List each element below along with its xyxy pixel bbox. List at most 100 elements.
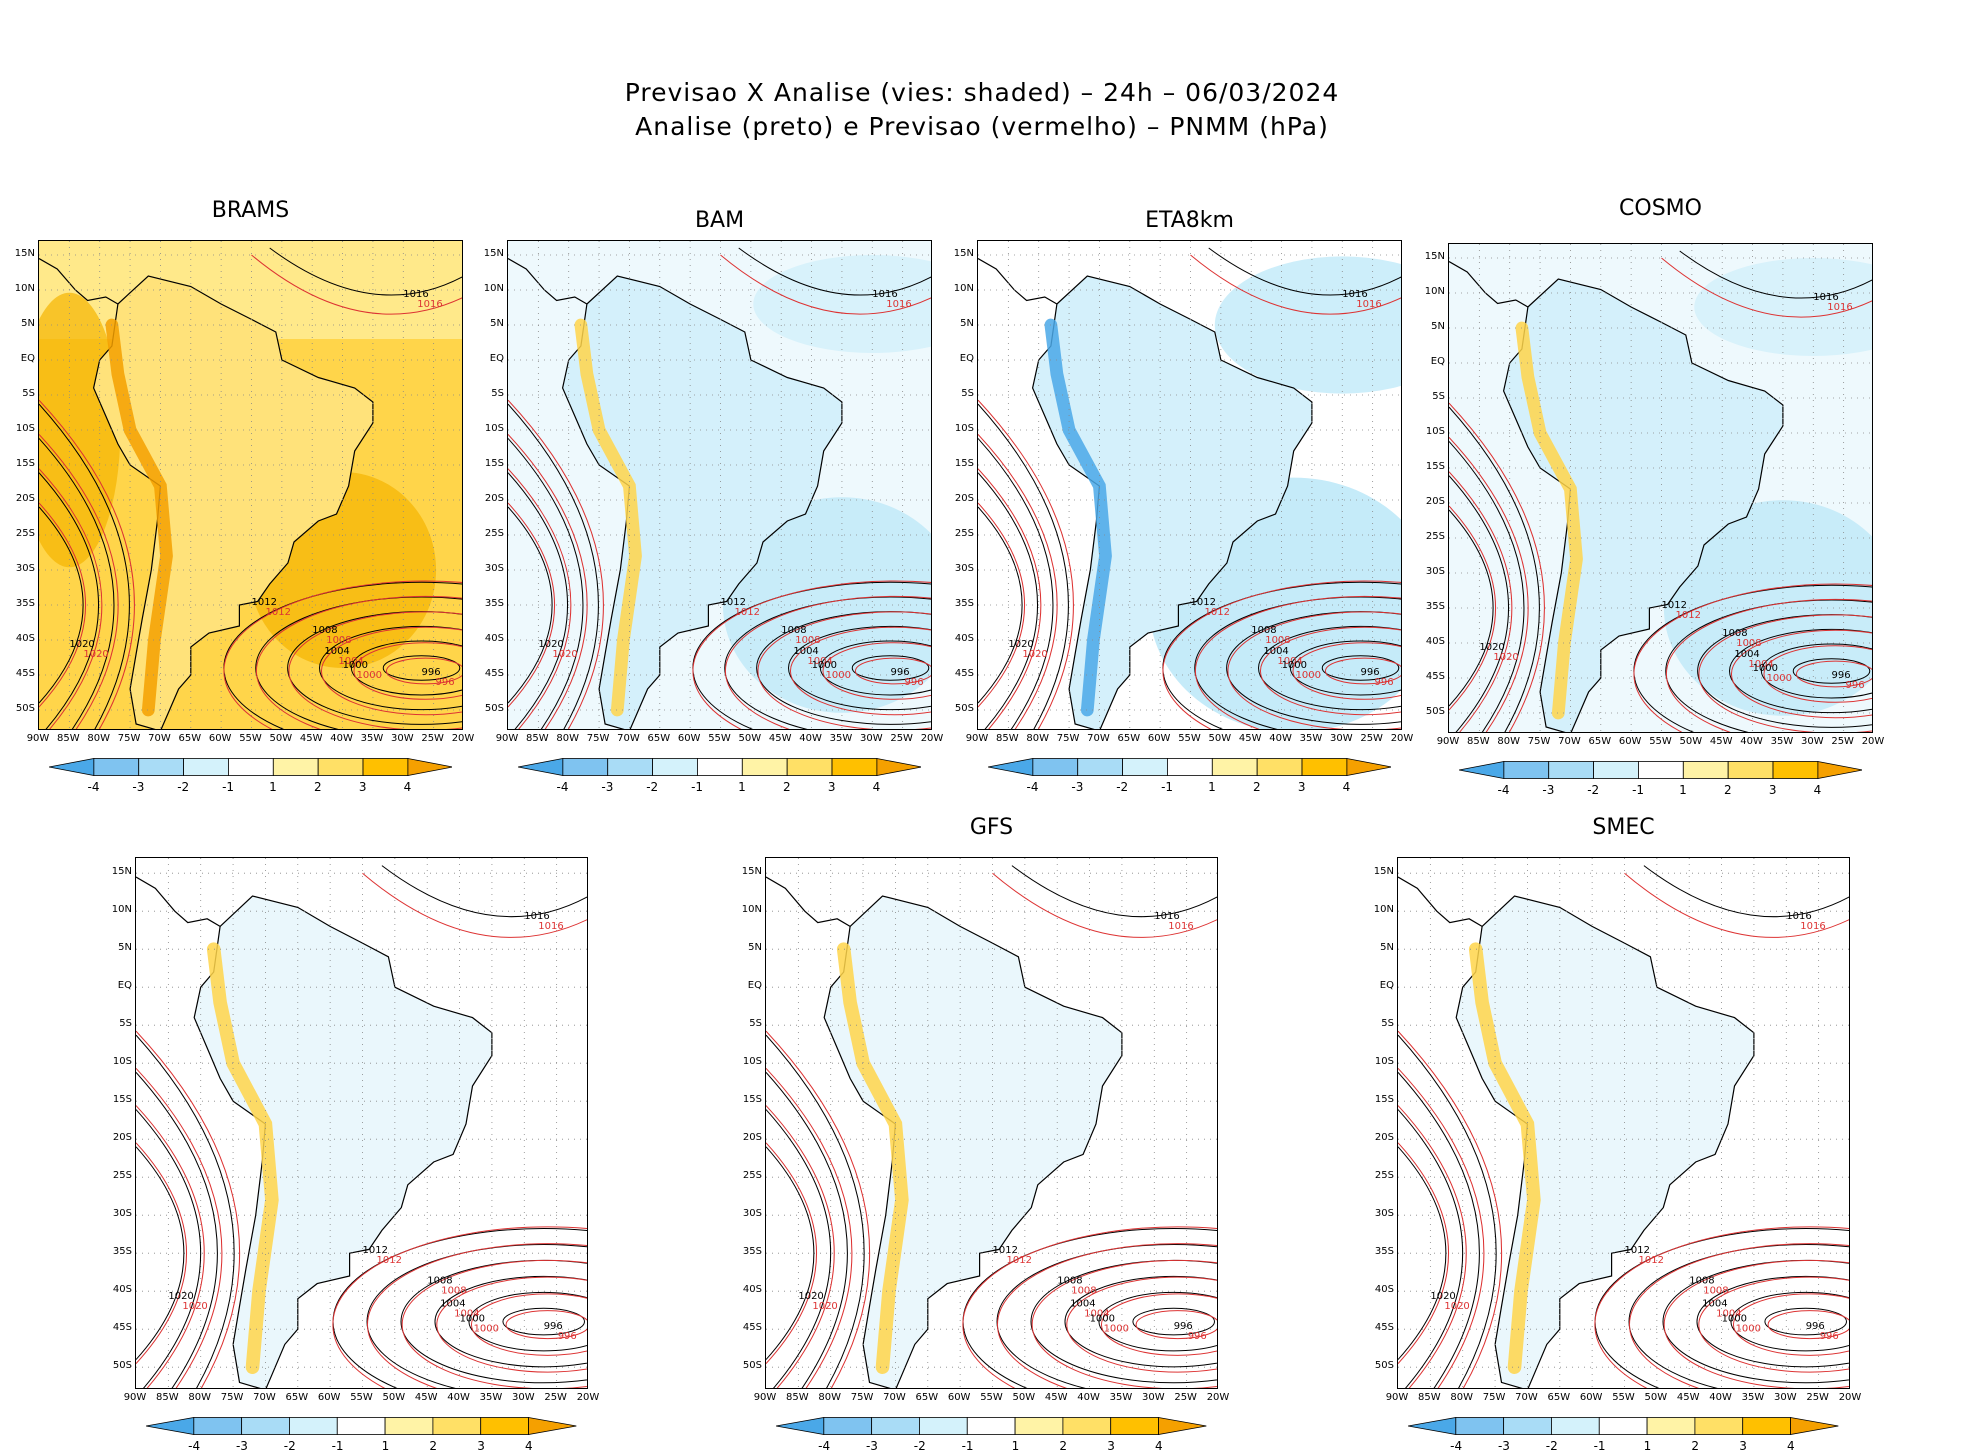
- forecast-isobar: [367, 1243, 587, 1388]
- isobar-label-analysis: 1000: [343, 660, 368, 671]
- forecast-isobar: [436, 1276, 587, 1373]
- isobar-label-analysis: 1016: [1342, 289, 1367, 300]
- andes-bias: [1468, 942, 1541, 1374]
- colorbar-swatch: [741, 758, 788, 776]
- lat-label: 10N: [1424, 286, 1445, 297]
- analysis-isobar: [1258, 625, 1401, 711]
- isobar-label-analysis: 1008: [1251, 625, 1276, 636]
- andes-bias: [574, 318, 642, 717]
- isobar-label-forecast: 1008: [1736, 638, 1761, 649]
- colorbar-label: 2: [782, 780, 791, 794]
- forecast-isobar: [1324, 657, 1401, 685]
- isobar-label-forecast: 1004: [1716, 1308, 1741, 1319]
- analysis-isobar: [1321, 655, 1400, 681]
- analysis-isobar: [468, 1291, 587, 1352]
- lat-label: 15S: [742, 1094, 762, 1106]
- forecast-isobar: [39, 434, 119, 729]
- colorbar-label: 4: [1342, 780, 1351, 794]
- analysis-isobar: [1792, 658, 1871, 684]
- lat-label: 20S: [1374, 1132, 1394, 1144]
- lon-label: 35W: [1741, 1392, 1765, 1403]
- isobar-label-analysis: 1020: [538, 639, 563, 650]
- analysis-isobar: [1729, 628, 1872, 714]
- isobar-label-analysis: 1012: [721, 597, 746, 608]
- lat-label: 40S: [1425, 636, 1445, 647]
- colorbar-unnamed: -4 -3 -2 -1 1 2 3 4: [146, 1417, 577, 1453]
- lat-label: 15N: [1373, 866, 1394, 878]
- lon-label: 35W: [1770, 736, 1794, 747]
- lat-label: 50S: [484, 703, 504, 714]
- lat-label: 20S: [1425, 496, 1445, 507]
- central-america-outline: [39, 257, 119, 305]
- forecast-isobar: [1449, 437, 1529, 732]
- isobar-label-analysis: 1008: [781, 625, 806, 636]
- map-gfs: 1016 1016 1012 1012 1008 1008 1004 1004 1000 1000…: [765, 857, 1218, 1389]
- lon-label: 30W: [1773, 1392, 1797, 1403]
- isobar-label-analysis: 996: [1832, 670, 1851, 681]
- lon-label: 80W: [1497, 736, 1521, 747]
- isobar-label-analysis: 1000: [1753, 663, 1778, 674]
- lat-label: 45S: [112, 1322, 132, 1334]
- lon-label: 90W: [753, 1392, 777, 1403]
- andes-bias: [836, 942, 909, 1374]
- isobar-label-forecast: 996: [1188, 1331, 1207, 1342]
- isobar-label-analysis: 1008: [1722, 628, 1747, 639]
- lon-label: 35W: [479, 1392, 503, 1403]
- lat-label: 20S: [954, 493, 974, 504]
- forecast-isobar: [1698, 1276, 1849, 1373]
- analysis-isobar: [1449, 406, 1540, 732]
- forecast-isobar: [353, 642, 462, 700]
- colorbar-swatch: [48, 758, 94, 776]
- lat-label: 5N: [1431, 321, 1445, 332]
- analysis-isobar: [978, 438, 1054, 729]
- lat-label: 35S: [484, 598, 504, 609]
- isobar-label-analysis: 1000: [1282, 660, 1307, 671]
- forecast-isobar: [508, 502, 556, 708]
- lon-label: 20W: [1838, 1392, 1862, 1403]
- analysis-isobar: [1665, 599, 1872, 732]
- forecast-isobar: [692, 580, 931, 729]
- lat-label: 20S: [742, 1132, 762, 1144]
- colorbar-swatch: [1076, 758, 1123, 776]
- lon-label: 25W: [544, 1392, 567, 1403]
- colorbar-label: 4: [525, 1439, 533, 1453]
- colorbar-swatch: [1694, 1417, 1744, 1435]
- lon-label: 85W: [786, 1392, 809, 1403]
- colorbar-swatch: [1062, 1417, 1112, 1435]
- isobar-label-forecast: 1016: [1800, 921, 1825, 932]
- lon-label: 65W: [647, 733, 671, 744]
- isobar-label-analysis: 996: [891, 667, 910, 678]
- lat-label: 15S: [954, 458, 974, 469]
- forecast-isobar: [766, 1105, 835, 1388]
- colorbar-label: -3: [865, 1439, 878, 1453]
- colorbar-label: 2: [1691, 1439, 1700, 1453]
- central-america-outline: [766, 876, 851, 927]
- forecast-isobar: [1624, 872, 1849, 938]
- forecast-isobar: [962, 1226, 1217, 1388]
- lon-label: 65W: [1547, 1392, 1571, 1403]
- forecast-isobar: [1663, 1259, 1849, 1388]
- lon-label: 40W: [1709, 1392, 1732, 1403]
- colorbar-label: -4: [1450, 1439, 1463, 1453]
- isobar-label-analysis: 1000: [460, 1314, 485, 1325]
- isobar-label-forecast: 1012: [266, 607, 291, 618]
- lon-label: 80W: [87, 733, 111, 744]
- panel-title-eta8km: ETA8km: [1145, 208, 1234, 233]
- lon-label: 30W: [1141, 1392, 1165, 1403]
- lat-label: 45S: [15, 668, 35, 679]
- lon-label: 20W: [576, 1392, 600, 1403]
- colorbar-swatch: [227, 758, 274, 776]
- lat-label: 5S: [1432, 391, 1445, 402]
- lat-label: 35S: [15, 598, 35, 609]
- colorbar-label: -2: [646, 780, 659, 794]
- lon-label: 60W: [208, 733, 232, 744]
- colorbar-swatch: [182, 758, 229, 776]
- isobar-label-analysis: 1000: [812, 660, 837, 671]
- colorbar-swatch: [1817, 761, 1863, 779]
- analysis-isobar: [136, 1071, 218, 1388]
- lon-label: 40W: [1740, 736, 1763, 747]
- isobar-label-forecast: 1004: [1277, 656, 1302, 667]
- colorbar-swatch: [1646, 1417, 1696, 1435]
- isobar-label-analysis: 1004: [440, 1298, 465, 1309]
- colorbar-label: -4: [188, 1439, 201, 1453]
